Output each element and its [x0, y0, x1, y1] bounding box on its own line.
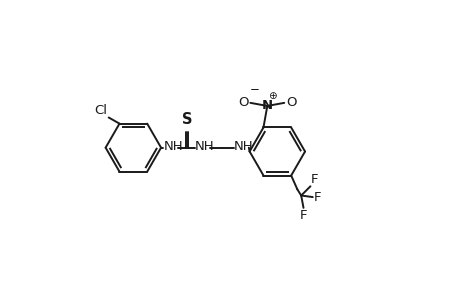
Text: −: − — [250, 83, 259, 96]
Text: O: O — [238, 96, 248, 109]
Text: N: N — [261, 99, 272, 112]
Text: F: F — [313, 190, 320, 204]
Text: ⊕: ⊕ — [267, 91, 276, 100]
Text: NH: NH — [163, 140, 183, 153]
Text: NH: NH — [234, 140, 253, 153]
Text: F: F — [299, 209, 307, 222]
Text: F: F — [311, 172, 318, 185]
Text: NH: NH — [195, 140, 214, 153]
Text: S: S — [182, 112, 192, 127]
Text: Cl: Cl — [94, 104, 107, 117]
Text: O: O — [285, 96, 296, 109]
